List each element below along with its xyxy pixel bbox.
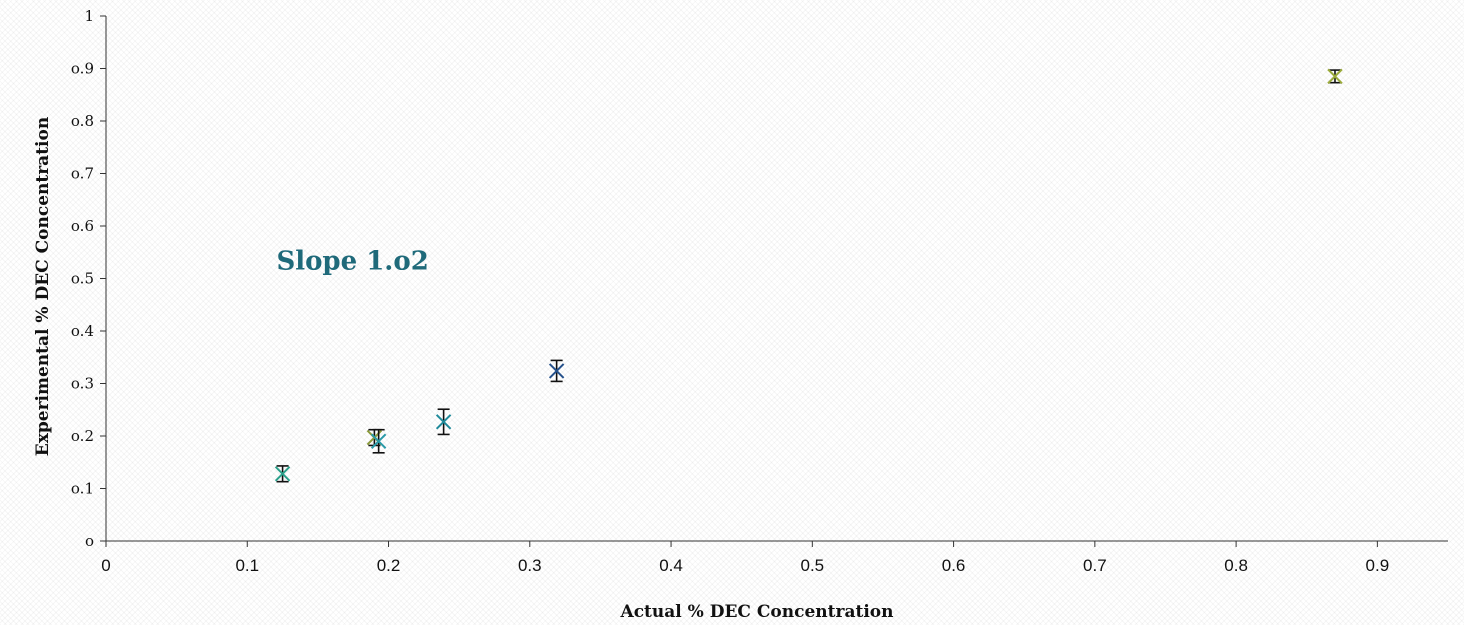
data-point	[435, 408, 452, 436]
y-tick-label: o.8	[71, 112, 94, 130]
y-tick-labels: o o.1 o.2 o.3 o.4 o.5 o.6 o.7 o.8 o.9 1	[71, 7, 94, 550]
y-tick-label: o.3	[71, 375, 94, 393]
x-tick-label: 0.8	[1224, 556, 1248, 575]
x-tick-labels: 0 0.1 0.2 0.3 0.4 0.5 0.6 0.7 0.8 0.9	[101, 556, 1389, 575]
x-tick-label: 0	[101, 556, 110, 575]
x-axis-title: Actual % DEC Concentration	[620, 602, 894, 622]
data-points	[274, 68, 1343, 483]
x-tick-label: 0.3	[518, 556, 542, 575]
y-tick-label: o.7	[71, 165, 94, 183]
x-marker	[370, 433, 387, 449]
y-tick-label: o	[85, 532, 94, 550]
y-tick-label: o.9	[71, 60, 94, 78]
x-tick-label: 0.6	[942, 556, 966, 575]
slope-annotation: Slope 1.o2	[276, 247, 428, 277]
data-point	[1327, 68, 1343, 85]
data-point	[370, 428, 387, 454]
y-axis-title: Experimental % DEC Concentration	[33, 117, 53, 456]
y-tick-label: o.5	[71, 270, 94, 288]
x-tick-label: 0.4	[659, 556, 683, 575]
x-tick-label: 0.9	[1366, 556, 1390, 575]
axes	[100, 15, 1448, 547]
x-tick-label: 0.5	[800, 556, 824, 575]
x-tick-label: 0.1	[235, 556, 259, 575]
y-tick-label: o.4	[71, 322, 94, 340]
y-tick-label: o.2	[71, 427, 94, 445]
y-tick-label: 1	[84, 7, 94, 25]
data-point	[548, 359, 565, 383]
data-point	[274, 465, 291, 483]
x-marker	[548, 363, 565, 379]
x-tick-label: 0.2	[377, 556, 401, 575]
y-tick-label: o.6	[71, 217, 94, 235]
x-marker	[274, 466, 291, 482]
y-tick-label: o.1	[71, 480, 94, 498]
x-tick-label: 0.7	[1083, 556, 1107, 575]
x-marker	[1327, 68, 1343, 85]
x-marker	[435, 414, 452, 430]
